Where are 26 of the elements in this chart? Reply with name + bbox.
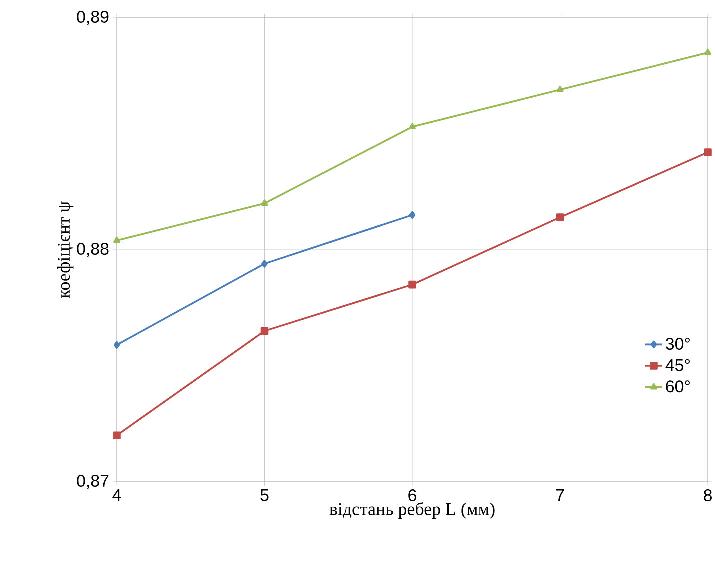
point [260,327,269,336]
point [704,48,712,56]
point [409,211,416,220]
point [261,200,268,206]
point [113,432,121,440]
point [262,260,268,268]
x-axis-title: відстань ребер L (мм) [330,502,495,519]
y-tick-label: 0,87 [77,475,109,489]
point [114,341,120,350]
legend-label: 45° [666,359,690,372]
point [114,236,120,244]
x-tick-label: 7 [556,490,564,502]
y-tick-label: 0,88 [77,243,109,257]
point [556,86,564,92]
x-tick-label: 8 [704,490,712,502]
y-tick-label: 0,89 [77,11,109,25]
y-axis-title: коефіцієнт ψ [57,202,74,298]
point [409,123,416,130]
legend-label: 60° [666,380,690,393]
x-tick-label: 6 [408,490,416,502]
x-tick-label: 5 [260,490,269,502]
point [556,214,564,222]
legend-label: 30° [666,338,690,350]
point [704,148,712,156]
x-tick-label: 4 [112,490,122,502]
point [408,280,416,289]
